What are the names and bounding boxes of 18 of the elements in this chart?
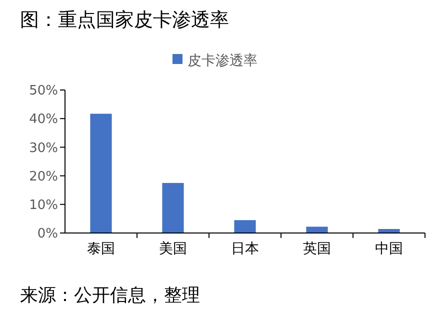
bar: [90, 114, 112, 233]
x-tick-label: 英国: [303, 241, 331, 257]
bar: [234, 220, 256, 233]
legend-label: 皮卡渗透率: [188, 52, 258, 69]
x-tick-label: 泰国: [87, 241, 115, 257]
y-tick-label: 20%: [29, 169, 58, 184]
x-tick-label: 美国: [159, 241, 187, 257]
y-tick-label: 40%: [29, 112, 58, 128]
y-tick-label: 30%: [29, 140, 58, 156]
x-tick-label: 日本: [231, 241, 259, 257]
y-tick-label: 0%: [37, 226, 58, 242]
bar: [162, 182, 184, 233]
x-tick-label: 中国: [375, 241, 403, 257]
y-tick-label: 10%: [29, 198, 58, 213]
bar: [306, 226, 328, 233]
chart-title: 图：重点国家皮卡渗透率: [20, 9, 229, 31]
y-tick-label: 50%: [29, 84, 58, 99]
source-note: 来源：公开信息，整理: [20, 285, 200, 306]
